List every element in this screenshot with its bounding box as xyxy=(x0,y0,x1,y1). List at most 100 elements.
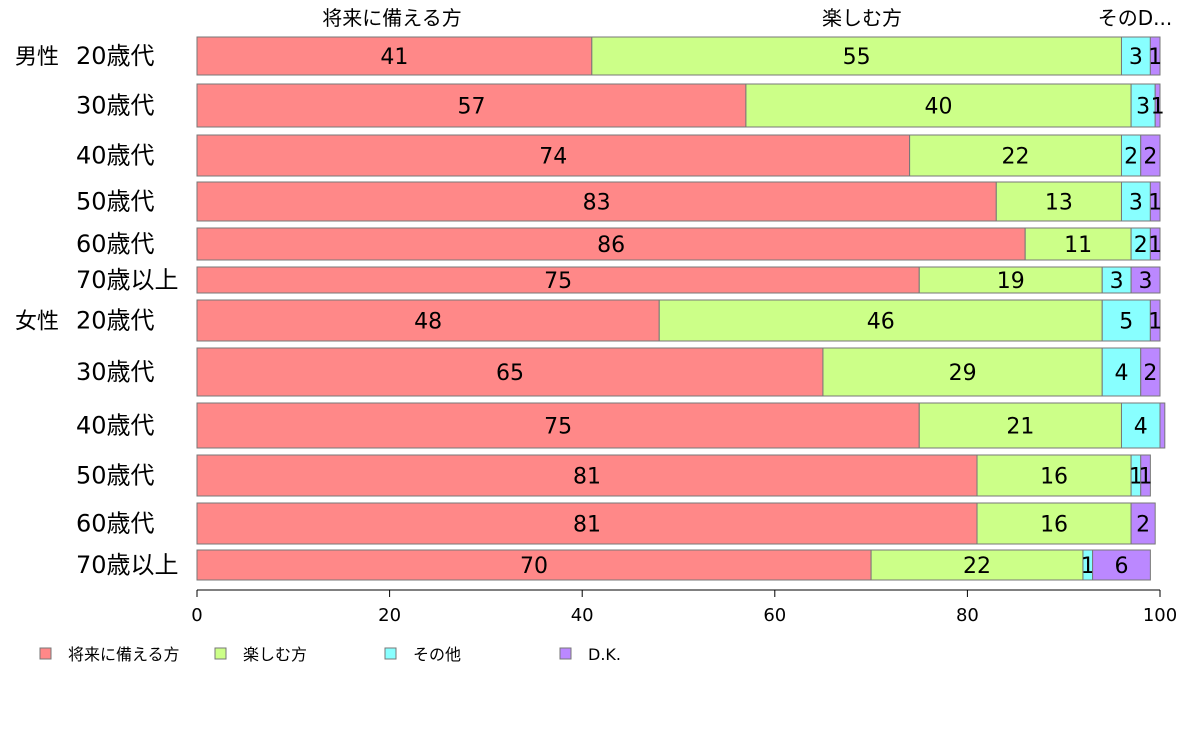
bar-segment xyxy=(1149,227,1161,261)
bar-segment xyxy=(658,299,1103,342)
bar-value-label: 11 xyxy=(1064,233,1092,258)
legend: 将来に備える方 楽しむ方 その他 D.K. xyxy=(39,645,621,664)
row-label: 30歳代 xyxy=(76,358,155,386)
legend-swatch xyxy=(559,647,572,660)
x-tick-label: 20 xyxy=(378,605,401,626)
bar-value-label: 65 xyxy=(496,361,524,386)
bar-segment xyxy=(909,134,1122,177)
bar-value-label: 1 xyxy=(1148,233,1162,258)
bar-value-label: 4 xyxy=(1134,415,1148,440)
group-label: 女性 xyxy=(15,310,59,335)
bar-value-label: 86 xyxy=(597,233,625,258)
bar-value-label: 83 xyxy=(583,191,611,216)
bar-value-label: 81 xyxy=(573,513,601,538)
row-label: 40歳代 xyxy=(76,412,155,440)
bar-segment xyxy=(196,181,997,222)
bars: 41 55 3 157 40 3 174 22 2 283 13 3 186 11 2 175 19 3 348 46… xyxy=(196,36,1166,581)
bar-segment xyxy=(1149,36,1161,76)
bar-segment xyxy=(591,36,1122,76)
bar-value-label: 46 xyxy=(867,310,895,335)
bar-value-label: 4 xyxy=(1114,361,1128,386)
group-label: 男性 xyxy=(15,45,59,70)
bar-segment xyxy=(1101,299,1151,342)
row-label: 70歳以上 xyxy=(76,551,179,579)
bar-segment xyxy=(196,502,978,545)
bar-segment xyxy=(1149,181,1161,222)
x-tick-label: 0 xyxy=(191,605,202,626)
bar-segment xyxy=(196,36,593,76)
legend-swatch xyxy=(214,647,227,660)
row-label: 60歳代 xyxy=(76,230,155,258)
bar-value-label: 1 xyxy=(1148,45,1162,70)
bar-segment xyxy=(1140,347,1161,397)
row-label: 50歳代 xyxy=(76,188,155,216)
x-tick-label: 40 xyxy=(571,605,594,626)
bar-value-label: 40 xyxy=(925,95,953,120)
bar-segment xyxy=(1120,402,1161,449)
bar-value-label: 70 xyxy=(520,554,548,579)
bar-value-label: 2 xyxy=(1143,361,1157,386)
bar-value-label: 2 xyxy=(1136,513,1150,538)
bar-segment xyxy=(918,266,1103,294)
bar-value-label: 13 xyxy=(1045,191,1073,216)
bar-value-label: 21 xyxy=(1006,415,1034,440)
bar-value-label: 2 xyxy=(1124,145,1138,170)
row-label: 60歳代 xyxy=(76,510,155,538)
bar-value-label: 3 xyxy=(1136,95,1150,120)
bar-value-label: 74 xyxy=(539,145,567,170)
bar-value-label: 41 xyxy=(380,45,408,70)
bar-segment xyxy=(995,181,1122,222)
row-label: 50歳代 xyxy=(76,462,155,490)
bar-segment xyxy=(196,134,911,177)
bar-value-label: 48 xyxy=(414,310,442,335)
bar-value-label: 3 xyxy=(1129,45,1143,70)
x-tick-label: 100 xyxy=(1143,605,1177,626)
bar-value-label: 1 xyxy=(1148,191,1162,216)
bar-segment xyxy=(1101,347,1142,397)
bar-value-label: 29 xyxy=(949,361,977,386)
legend-label: その他 xyxy=(413,645,461,664)
bar-value-label: 75 xyxy=(544,415,572,440)
bar-segment xyxy=(1140,454,1151,497)
bar-value-label: 81 xyxy=(573,465,601,490)
x-tick-label: 60 xyxy=(763,605,786,626)
bar-segment xyxy=(196,266,920,294)
bar-value-label: 2 xyxy=(1134,233,1148,258)
bar-segment xyxy=(1149,299,1161,342)
bar-value-label: 3 xyxy=(1139,269,1153,294)
bar-segment xyxy=(918,402,1122,449)
legend-label: D.K. xyxy=(588,645,621,664)
bar-segment xyxy=(196,454,978,497)
bar-value-label: 22 xyxy=(963,554,991,579)
bar-segment xyxy=(196,347,824,397)
column-header: 楽しむ方 xyxy=(822,6,902,30)
bar-segment xyxy=(1092,549,1151,581)
legend-swatch xyxy=(39,647,52,660)
bar-value-label: 16 xyxy=(1040,513,1068,538)
row-label: 70歳以上 xyxy=(76,266,179,294)
bar-value-label: 5 xyxy=(1119,310,1133,335)
row-label: 30歳代 xyxy=(76,92,155,120)
bar-value-label: 19 xyxy=(997,269,1025,294)
column-header: 将来に備える方 xyxy=(322,6,461,30)
bar-value-label: 3 xyxy=(1129,191,1143,216)
bar-value-label: 22 xyxy=(1002,145,1030,170)
x-axis: 0 20 40 60 80 100 xyxy=(191,589,1177,626)
bar-segment xyxy=(976,502,1132,545)
bar-value-label: 6 xyxy=(1114,554,1128,579)
column-header: そのD... xyxy=(1098,6,1172,30)
row-label: 20歳代 xyxy=(76,307,155,335)
bar-segment xyxy=(1154,83,1161,128)
bar-segment xyxy=(196,227,1026,261)
bar-value-label: 1 xyxy=(1139,465,1153,490)
legend-label: 将来に備える方 xyxy=(68,645,180,664)
bar-value-label: 1 xyxy=(1129,465,1143,490)
bar-value-label: 75 xyxy=(544,269,572,294)
bar-segment xyxy=(196,299,660,342)
bar-value-label: 1 xyxy=(1151,95,1165,120)
bar-value-label: 3 xyxy=(1110,269,1124,294)
bar-segment xyxy=(1130,266,1161,294)
column-headers: 将来に備える方 楽しむ方 そのD... xyxy=(322,6,1172,30)
